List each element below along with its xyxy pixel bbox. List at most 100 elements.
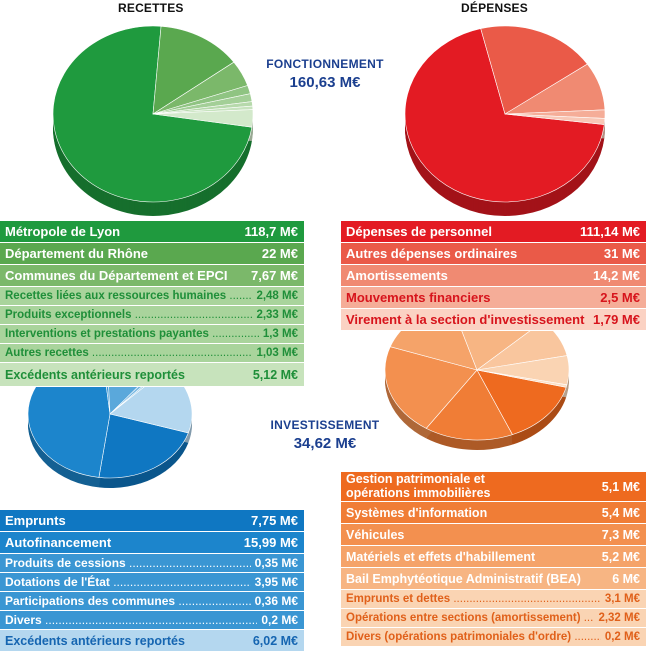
- row-label: Emprunts et dettes: [346, 593, 601, 605]
- row-value: 5,4 M€: [601, 505, 640, 520]
- row-label: Divers (opérations patrimoniales d'ordre…: [346, 631, 601, 643]
- row-label: Interventions et prestations payantes: [5, 328, 259, 340]
- table-fonctionnement-recettes: Métropole de Lyon 118,7 M€ Département du …: [0, 221, 304, 387]
- row-label: Gestion patrimoniale et opérations immob…: [346, 473, 491, 500]
- pie-slice-0: [52, 25, 253, 203]
- table-row: Dotations de l'État3,95 M€: [0, 573, 304, 592]
- row-value: 0,36 M€: [254, 594, 298, 608]
- fonctionnement-title: FONCTIONNEMENT 160,63 M€: [240, 57, 410, 91]
- row-label: Communes du Département et EPCI: [5, 268, 228, 283]
- row-label: Opérations entre sections (amortissement…: [346, 612, 594, 624]
- pie-slice-0: [98, 413, 189, 479]
- row-label: Excédents antérieurs reportés: [5, 633, 185, 648]
- pie-slice-7: [476, 369, 568, 388]
- row-value: 3,95 M€: [254, 575, 298, 589]
- pie-slice-7: [152, 109, 254, 128]
- row-value: 6 M€: [612, 571, 640, 586]
- row-value: 5,12 M€: [252, 367, 298, 382]
- row-label: Dotations de l'État: [5, 575, 251, 589]
- row-value: 7,67 M€: [251, 268, 298, 283]
- table-row: Communes du Département et EPCI 7,67 M€: [0, 265, 304, 287]
- pie-slice-2: [384, 346, 478, 429]
- table-fonctionnement-depenses: Dépenses de personnel 111,14 M€ Autres dép…: [341, 221, 646, 331]
- row-label: Produits de cessions: [5, 556, 251, 570]
- row-value: 2,33 M€: [256, 309, 298, 321]
- row-value: 0,2 M€: [261, 613, 298, 627]
- row-value: 1,03 M€: [256, 347, 298, 359]
- pie-chart-fonctionnement-depenses: [404, 25, 606, 216]
- table-row: Emprunts et dettes3,1 M€: [341, 590, 646, 609]
- row-value: 2,32 M€: [598, 612, 640, 624]
- row-value: 111,14 M€: [580, 224, 640, 239]
- table-row: Emprunts 7,75 M€: [0, 510, 304, 532]
- row-value: 3,1 M€: [604, 593, 640, 605]
- pie-slice-0: [404, 28, 605, 203]
- pie-chart-fonctionnement-recettes: [52, 25, 254, 217]
- row-label: Recettes liées aux ressources humaines: [5, 290, 252, 302]
- row-label: Autofinancement: [5, 535, 112, 550]
- row-value: 1,79 M€: [593, 312, 640, 327]
- table-row: Divers 0,2 M€: [0, 611, 304, 630]
- table-row: Excédents antérieurs reportés 6,02 M€: [0, 630, 304, 652]
- table-row: Autres recettes 1,03 M€: [0, 344, 304, 363]
- depenses-header: DÉPENSES: [461, 1, 528, 15]
- row-value: 2,48 M€: [256, 290, 298, 302]
- table-row: Département du Rhône 22 M€: [0, 243, 304, 265]
- row-label: Autres dépenses ordinaires: [346, 246, 518, 261]
- table-investissement-recettes: Emprunts 7,75 M€ Autofinancement 15,99 M€ Pr…: [0, 510, 304, 652]
- table-row: Matériels et effets d'habillement 5,2 M€: [341, 546, 646, 568]
- table-row: Opérations entre sections (amortissement…: [341, 609, 646, 628]
- row-label: Mouvements financiers: [346, 290, 491, 305]
- table-row: Véhicules 7,3 M€: [341, 524, 646, 546]
- investissement-title: INVESTISSEMENT 34,62 M€: [240, 418, 410, 452]
- table-row: Amortissements 14,2 M€: [341, 265, 646, 287]
- table-row: Gestion patrimoniale et opérations immob…: [341, 472, 646, 502]
- row-value: 15,99 M€: [243, 535, 298, 550]
- row-value: 1,3 M€: [262, 328, 298, 340]
- table-row: Interventions et prestations payantes1,3…: [0, 325, 304, 344]
- table-row: Recettes liées aux ressources humaines 2,…: [0, 287, 304, 306]
- row-label: Bail Emphytéotique Administratif (BEA): [346, 571, 581, 586]
- row-label: Autres recettes: [5, 347, 252, 359]
- table-row: Autofinancement 15,99 M€: [0, 532, 304, 554]
- table-row: Autres dépenses ordinaires 31 M€: [341, 243, 646, 265]
- table-investissement-depenses: Gestion patrimoniale et opérations immob…: [341, 472, 646, 647]
- pie-chart-investissement-recettes: [27, 349, 193, 488]
- table-row: Divers (opérations patrimoniales d'ordre…: [341, 628, 646, 647]
- pie-slice-0: [476, 369, 567, 435]
- table-row: Bail Emphytéotique Administratif (BEA) 6 …: [341, 568, 646, 590]
- table-row: Mouvements financiers 2,5 M€: [341, 287, 646, 309]
- row-label: Département du Rhône: [5, 246, 149, 261]
- row-value: 0,35 M€: [254, 556, 298, 570]
- fonctionnement-label: FONCTIONNEMENT: [266, 57, 384, 71]
- row-label: Matériels et effets d'habillement: [346, 549, 536, 564]
- row-label: Excédents antérieurs reportés: [5, 367, 185, 382]
- table-row: Métropole de Lyon 118,7 M€: [0, 221, 304, 243]
- row-label: Produits exceptionnels: [5, 309, 252, 321]
- table-row: Produits de cessions0,35 M€: [0, 554, 304, 573]
- pie-slice-1: [425, 369, 513, 441]
- row-value: 14,2 M€: [593, 268, 640, 283]
- row-label: Véhicules: [346, 527, 405, 542]
- row-label: Systèmes d'information: [346, 505, 488, 520]
- row-value: 31 M€: [603, 246, 640, 261]
- pie-slice-4: [504, 113, 606, 125]
- table-row: Systèmes d'information 5,4 M€: [341, 502, 646, 524]
- investissement-total: 34,62 M€: [293, 435, 357, 452]
- row-label: Virement à la section d'investissement: [346, 312, 585, 327]
- row-value: 7,75 M€: [251, 513, 298, 528]
- recettes-header: RECETTES: [118, 1, 184, 15]
- table-row: Participations des communes0,36 M€: [0, 592, 304, 611]
- row-label: Métropole de Lyon: [5, 224, 121, 239]
- row-value: 0,2 M€: [604, 631, 640, 643]
- pie-slice-1: [480, 25, 588, 115]
- pie-chart-investissement-depenses: [384, 299, 570, 450]
- row-value: 6,02 M€: [252, 633, 298, 648]
- row-label: Divers: [5, 613, 257, 627]
- row-label: Dépenses de personnel: [346, 224, 492, 239]
- table-row: Produits exceptionnels 2,33 M€: [0, 306, 304, 325]
- pie-slice-1: [152, 25, 235, 115]
- table-row: Virement à la section d'investissement 1,…: [341, 309, 646, 331]
- row-label: Participations des communes: [5, 594, 251, 608]
- row-label: Amortissements: [346, 268, 448, 283]
